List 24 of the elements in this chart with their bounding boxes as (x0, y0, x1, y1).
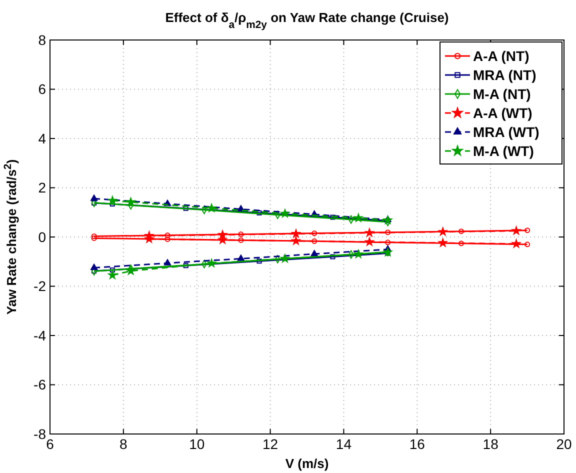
x-tick-label: 12 (262, 436, 278, 452)
legend-label: A-A (NT) (473, 48, 530, 64)
x-tick-label: 18 (482, 436, 499, 452)
y-tick-label: -2 (34, 278, 46, 294)
x-tick-label: 20 (556, 436, 572, 452)
y-tick-label: -6 (34, 376, 46, 393)
x-axis-title: V (m/s) (285, 456, 329, 471)
y-tick-label: 4 (38, 130, 46, 146)
legend-label: MRA (WT) (473, 124, 540, 140)
x-tick-label: 8 (120, 436, 128, 452)
y-tick-label: -8 (34, 426, 46, 442)
chart-title: Effect of δ$_{a}$/ρ$_{m2y}$ on Yaw Rate change (Cruise) (165, 10, 449, 30)
x-tick-label: 10 (189, 436, 205, 452)
y-tick-label: 2 (38, 180, 46, 196)
legend-label: M-A (WT) (473, 142, 534, 159)
legend-label: MRA (NT) (473, 66, 536, 83)
y-tick-label: 6 (38, 81, 46, 98)
y-tick-label: -4 (34, 327, 46, 344)
legend-label: M-A (NT) (473, 86, 531, 102)
legend-label: A-A (WT) (473, 104, 532, 121)
y-tick-label: 0 (38, 228, 46, 245)
x-tick-label: 16 (409, 436, 426, 452)
y-tick-label: 8 (38, 32, 46, 48)
x-tick-label: 14 (336, 436, 352, 452)
